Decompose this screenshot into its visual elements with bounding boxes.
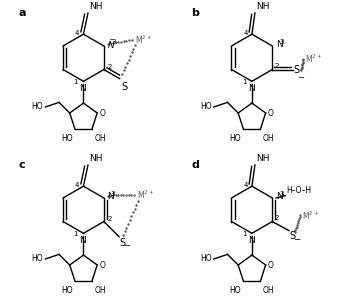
Text: OH: OH	[263, 286, 274, 295]
Text: HO: HO	[229, 134, 241, 143]
Text: NH: NH	[256, 2, 269, 11]
Text: a: a	[18, 8, 26, 18]
Text: N: N	[79, 236, 86, 245]
Text: 2: 2	[108, 64, 112, 70]
Text: M$^{2+}$: M$^{2+}$	[302, 210, 319, 222]
Text: 4: 4	[243, 182, 248, 188]
Text: HO: HO	[200, 102, 211, 112]
Text: 4: 4	[75, 182, 79, 188]
Text: NH: NH	[89, 2, 102, 11]
Text: S: S	[121, 82, 127, 92]
Text: c: c	[18, 160, 25, 170]
Text: S: S	[294, 64, 300, 74]
Text: O: O	[268, 109, 274, 118]
Text: HO: HO	[31, 102, 43, 112]
Text: HO: HO	[200, 254, 211, 264]
Text: −: −	[293, 235, 300, 244]
Text: 1: 1	[73, 79, 78, 85]
Text: N: N	[276, 40, 282, 49]
Text: OH: OH	[94, 134, 106, 143]
Text: 1: 1	[242, 79, 246, 85]
Text: $\bar{N}$: $\bar{N}$	[107, 38, 116, 51]
Text: M$^{2+}$: M$^{2+}$	[305, 52, 322, 65]
Text: OH: OH	[94, 286, 106, 295]
Text: S: S	[290, 231, 296, 241]
Text: 2: 2	[108, 216, 112, 222]
Text: 2: 2	[275, 215, 279, 221]
Text: S: S	[120, 238, 126, 248]
Text: 3: 3	[279, 39, 284, 45]
Text: NH: NH	[256, 154, 269, 163]
Text: HO: HO	[229, 286, 241, 295]
Text: N: N	[248, 236, 255, 245]
Text: HO: HO	[61, 286, 73, 295]
Text: HO: HO	[61, 134, 73, 143]
Text: M$^{2+}$: M$^{2+}$	[135, 33, 152, 46]
Text: b: b	[191, 8, 199, 18]
Text: M$^{2+}$: M$^{2+}$	[137, 188, 154, 201]
Text: 1: 1	[242, 231, 246, 237]
Text: N: N	[79, 84, 86, 93]
Text: O: O	[99, 109, 105, 118]
Text: H–O–H: H–O–H	[286, 186, 311, 195]
Text: 3: 3	[111, 191, 115, 197]
Text: N: N	[248, 84, 255, 93]
Text: 4: 4	[75, 30, 79, 36]
Text: O: O	[99, 261, 105, 270]
Text: −: −	[124, 242, 130, 250]
Text: −: −	[297, 73, 304, 82]
Text: N: N	[107, 192, 114, 201]
Text: d: d	[191, 160, 199, 170]
Text: O: O	[268, 261, 274, 270]
Text: 3: 3	[279, 191, 284, 197]
Text: NH: NH	[89, 154, 102, 163]
Text: 4: 4	[243, 30, 248, 36]
Text: 1: 1	[73, 231, 78, 237]
Text: 2: 2	[275, 63, 279, 69]
Text: OH: OH	[263, 134, 274, 143]
Text: 3: 3	[111, 39, 116, 45]
Text: N: N	[276, 192, 282, 201]
Text: HO: HO	[31, 254, 43, 264]
